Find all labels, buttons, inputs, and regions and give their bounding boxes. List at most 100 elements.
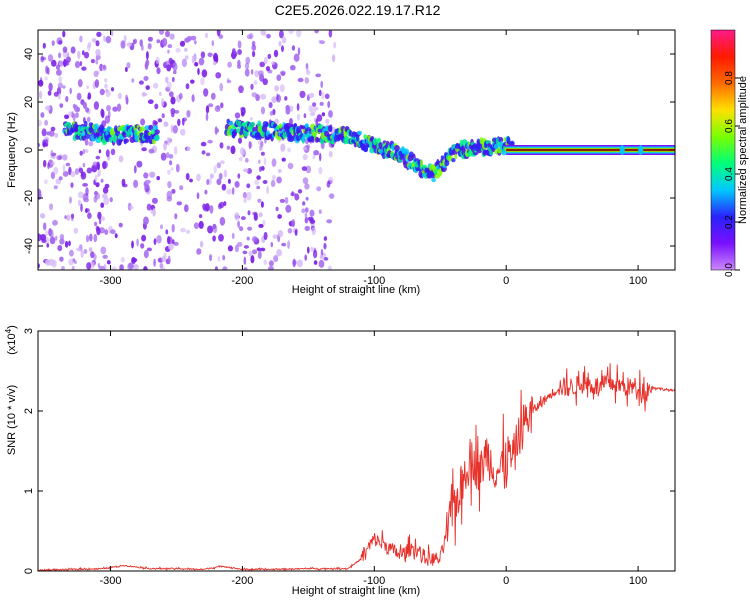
- ridge-blob: [84, 120, 88, 127]
- noise-blob: [119, 264, 124, 270]
- noise-blob: [237, 40, 242, 49]
- noise-blob: [167, 44, 173, 49]
- noise-blob: [121, 178, 126, 187]
- ridge-blob: [431, 177, 436, 183]
- noise-blob: [89, 233, 93, 242]
- noise-blob: [265, 66, 271, 72]
- x-tick-label: -200: [231, 275, 253, 287]
- noise-blob: [62, 164, 66, 173]
- noise-blob: [82, 149, 86, 155]
- noise-blob: [79, 150, 83, 156]
- noise-blob: [167, 49, 170, 54]
- noise-blob: [247, 210, 251, 216]
- ridge-blob: [357, 130, 363, 136]
- noise-blob: [313, 150, 320, 156]
- noise-blob: [315, 73, 322, 78]
- noise-blob: [236, 63, 242, 69]
- ridge-blob: [262, 121, 269, 128]
- noise-blob: [45, 65, 49, 74]
- noise-blob: [171, 223, 175, 233]
- noise-blob: [237, 49, 243, 55]
- noise-blob: [93, 70, 99, 78]
- noise-blob: [45, 105, 51, 111]
- noise-blob: [231, 232, 235, 239]
- noise-blob: [93, 195, 98, 203]
- noise-blob: [168, 57, 173, 65]
- noise-blob: [44, 76, 48, 81]
- noise-blob: [59, 256, 64, 262]
- noise-blob: [211, 40, 214, 47]
- noise-blob: [297, 77, 304, 83]
- noise-blob: [49, 203, 54, 211]
- noise-blob: [49, 236, 56, 245]
- y-tick-label: -20: [23, 190, 35, 206]
- noise-blob: [266, 33, 271, 39]
- noise-blob: [53, 185, 58, 190]
- noise-blob: [246, 236, 250, 241]
- noise-blob: [90, 58, 95, 64]
- noise-blob: [284, 96, 288, 101]
- ridge-blob: [311, 131, 318, 137]
- noise-blob: [312, 249, 318, 259]
- snr-x-ticks: -300 -200 -100 0 100: [100, 331, 647, 587]
- noise-blob: [40, 213, 46, 219]
- noise-blob: [50, 126, 56, 132]
- noise-blob: [111, 266, 117, 270]
- noise-blob: [43, 159, 47, 168]
- noise-blob: [236, 241, 243, 247]
- noise-blob: [273, 255, 279, 263]
- noise-blob: [198, 220, 204, 229]
- noise-blob: [163, 142, 167, 151]
- noise-blob: [85, 187, 89, 196]
- noise-blob: [287, 228, 293, 234]
- noise-blob: [74, 260, 77, 265]
- noise-blob: [247, 226, 253, 231]
- ridge-blob: [363, 146, 369, 153]
- noise-blob: [82, 50, 85, 56]
- noise-blob: [149, 171, 156, 178]
- noise-blob: [215, 72, 222, 79]
- spectrogram-x-ticks: -300 -200 -100 0 100: [100, 30, 647, 287]
- noise-blob: [284, 196, 289, 204]
- noise-blob: [96, 173, 100, 178]
- noise-blob: [38, 191, 42, 201]
- noise-blob: [58, 176, 63, 181]
- noise-blob: [80, 250, 84, 258]
- noise-blob: [48, 82, 53, 92]
- noise-blob: [318, 166, 323, 175]
- noise-blob: [328, 30, 333, 38]
- noise-blob: [268, 260, 274, 267]
- noise-blob: [277, 214, 282, 219]
- noise-blob: [133, 165, 137, 174]
- noise-blob: [301, 208, 306, 214]
- noise-blob: [186, 35, 192, 42]
- noise-blob: [86, 116, 91, 123]
- noise-blob: [149, 36, 154, 42]
- noise-blob: [200, 51, 206, 59]
- noise-blob: [329, 193, 335, 200]
- noise-blob: [186, 110, 191, 118]
- noise-blob: [94, 174, 98, 183]
- noise-blob: [304, 207, 309, 213]
- noise-blob: [239, 147, 246, 156]
- noise-blob: [159, 262, 164, 269]
- noise-blob: [246, 191, 252, 201]
- y-tick-label: 3: [23, 328, 35, 334]
- noise-blob: [174, 213, 178, 220]
- noise-blob: [71, 265, 75, 270]
- noise-blob: [277, 230, 284, 238]
- noise-blob: [260, 201, 264, 208]
- noise-blob: [302, 177, 309, 185]
- ridge-blob: [394, 145, 400, 152]
- noise-blob: [95, 49, 101, 57]
- chart-title: C2E5.2026.022.19.17.R12: [274, 2, 441, 18]
- noise-blob: [156, 67, 161, 75]
- noise-blob: [43, 222, 47, 231]
- noise-blob: [68, 240, 71, 247]
- noise-blob: [77, 50, 81, 60]
- noise-blob: [140, 118, 146, 126]
- noise-blob: [133, 38, 138, 44]
- noise-blob: [276, 249, 282, 257]
- ridge-blob: [276, 136, 282, 141]
- noise-blob: [63, 58, 67, 68]
